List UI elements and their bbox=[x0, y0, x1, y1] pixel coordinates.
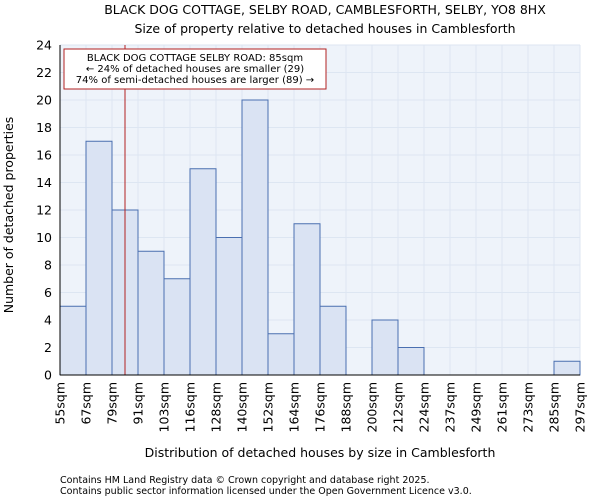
bar bbox=[371, 319, 399, 376]
bar bbox=[293, 223, 321, 376]
y-tick-label: 6 bbox=[44, 285, 52, 300]
y-tick-label: 2 bbox=[44, 340, 52, 355]
bar bbox=[189, 168, 217, 376]
y-tick-label: 16 bbox=[36, 148, 52, 163]
x-tick-label: 273sqm bbox=[521, 382, 536, 432]
x-tick-labels: 55sqm 67sqm 79sqm 91sqm 103sqm 116sqm 128sqm 14… bbox=[53, 382, 588, 432]
bar bbox=[137, 250, 165, 376]
bar bbox=[319, 305, 347, 376]
x-tick-label: 176sqm bbox=[313, 382, 328, 432]
x-tick-label: 79sqm bbox=[105, 382, 120, 425]
x-tick-label: 188sqm bbox=[339, 382, 354, 432]
bar bbox=[241, 99, 269, 376]
bar bbox=[215, 237, 243, 376]
x-tick-label: 212sqm bbox=[391, 382, 406, 432]
annotation-line-1: BLACK DOG COTTAGE SELBY ROAD: 85sqm bbox=[87, 53, 303, 64]
x-tick-label: 249sqm bbox=[469, 382, 484, 432]
x-tick-label: 55sqm bbox=[53, 382, 68, 425]
y-tick-label: 18 bbox=[36, 120, 52, 135]
y-tick-label: 14 bbox=[36, 175, 52, 190]
x-tick-label: 91sqm bbox=[131, 382, 146, 425]
chart-subtitle: Size of property relative to detached ho… bbox=[134, 21, 515, 36]
bar bbox=[397, 347, 425, 376]
x-axis-label: Distribution of detached houses by size … bbox=[145, 445, 496, 460]
chart-title: BLACK DOG COTTAGE, SELBY ROAD, CAMBLESFO… bbox=[104, 2, 546, 17]
x-tick-label: 116sqm bbox=[183, 382, 198, 432]
y-tick-label: 4 bbox=[44, 313, 52, 328]
footer-line-1: Contains HM Land Registry data © Crown c… bbox=[60, 475, 430, 486]
y-tick-label: 24 bbox=[36, 38, 52, 53]
x-tick-label: 164sqm bbox=[287, 382, 302, 432]
bar bbox=[59, 305, 87, 376]
y-tick-label: 22 bbox=[36, 65, 52, 80]
x-tick-label: 67sqm bbox=[79, 382, 94, 425]
annotation-box bbox=[63, 48, 327, 90]
bar bbox=[553, 360, 581, 376]
x-tick-label: 103sqm bbox=[157, 382, 172, 432]
y-tick-label: 12 bbox=[36, 203, 52, 218]
x-tick-label: 128sqm bbox=[209, 382, 224, 432]
annotation: BLACK DOG COTTAGE SELBY ROAD: 85sqm ← 24… bbox=[63, 48, 327, 90]
x-tick-label: 261sqm bbox=[495, 382, 510, 432]
y-tick-label: 0 bbox=[44, 368, 52, 383]
y-tick-label: 8 bbox=[44, 258, 52, 273]
y-axis-label: Number of detached properties bbox=[1, 117, 16, 314]
bar bbox=[85, 140, 113, 376]
x-tick-label: 152sqm bbox=[261, 382, 276, 432]
footer-line-2: Contains public sector information licen… bbox=[60, 486, 472, 497]
bar bbox=[163, 278, 191, 376]
y-tick-label: 20 bbox=[36, 93, 52, 108]
bar bbox=[267, 333, 295, 376]
x-tick-label: 285sqm bbox=[547, 382, 562, 432]
annotation-line-2: ← 24% of detached houses are smaller (29… bbox=[86, 64, 304, 75]
x-tick-label: 140sqm bbox=[235, 382, 250, 432]
x-tick-label: 224sqm bbox=[417, 382, 432, 432]
x-tick-label: 200sqm bbox=[365, 382, 380, 432]
annotation-line-3: 74% of semi-detached houses are larger (… bbox=[76, 75, 314, 86]
x-tick-label: 297sqm bbox=[573, 382, 588, 432]
y-tick-label: 10 bbox=[36, 230, 52, 245]
x-tick-label: 237sqm bbox=[443, 382, 458, 432]
